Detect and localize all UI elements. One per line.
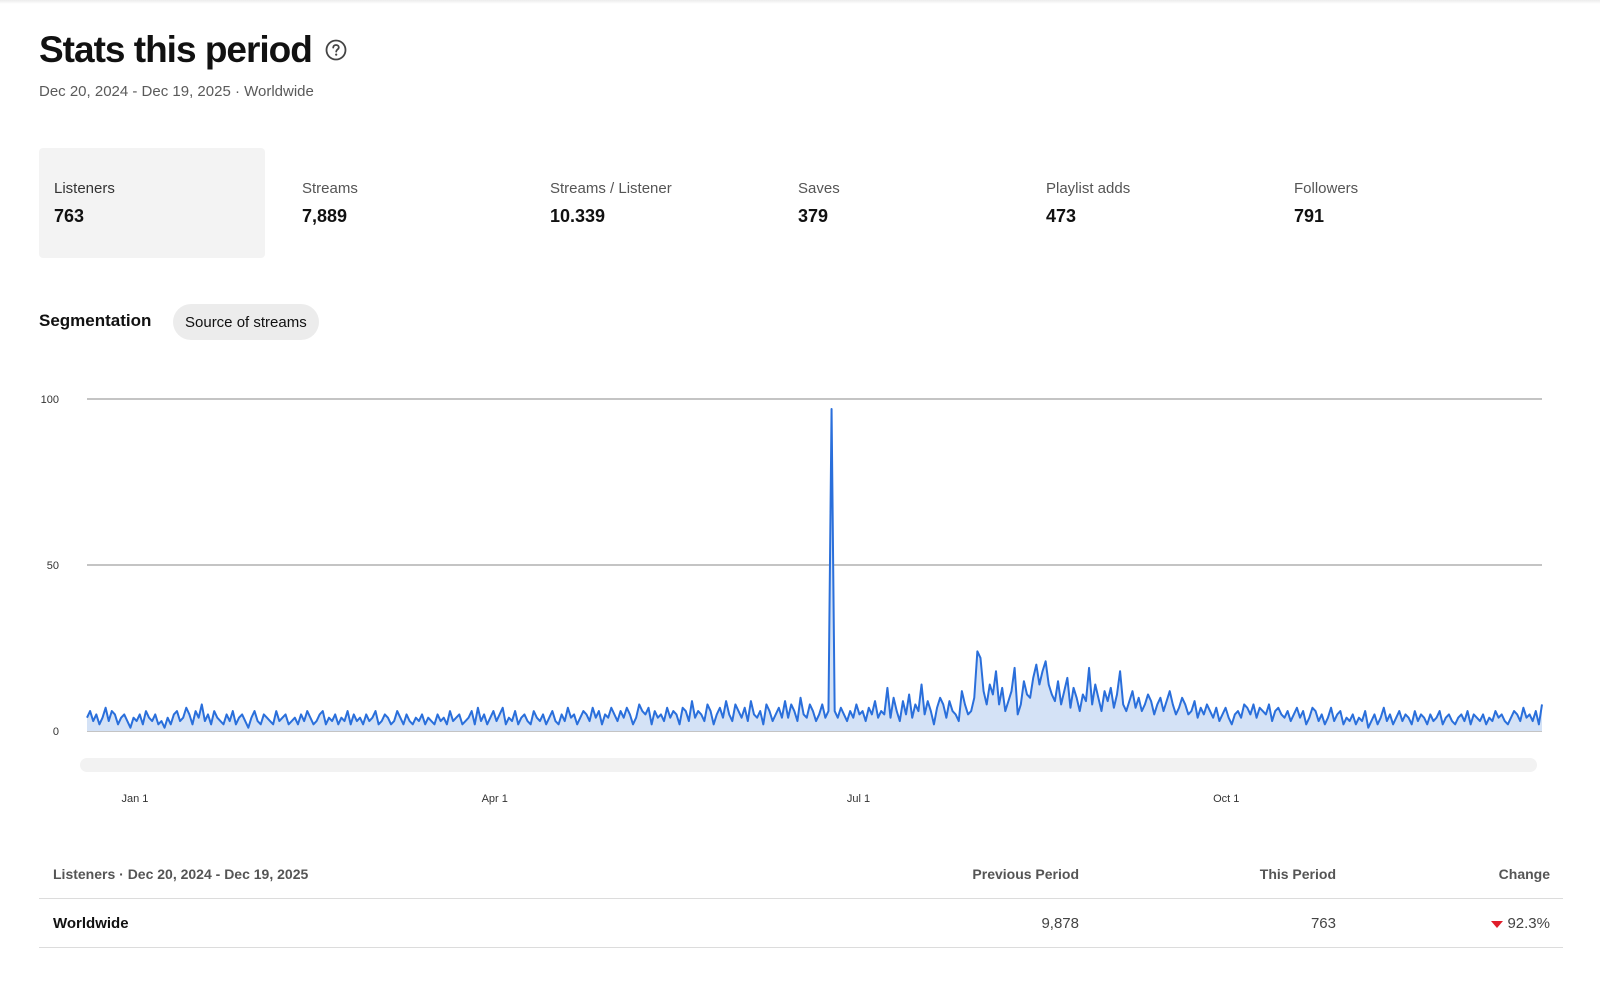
decline-arrow-icon bbox=[1491, 920, 1504, 928]
stat-card-saves[interactable]: Saves 379 bbox=[783, 148, 1009, 258]
stat-label: Streams bbox=[302, 180, 358, 197]
y-tick-label: 0 bbox=[53, 726, 59, 738]
segmentation-label: Segmentation bbox=[39, 311, 152, 330]
change-value: 92.3% bbox=[1507, 915, 1550, 932]
table-cell-previous: 9,878 bbox=[1041, 915, 1079, 932]
top-shadow bbox=[0, 0, 1600, 4]
stat-card-streams[interactable]: Streams 7,889 bbox=[287, 148, 513, 258]
table-header-change: Change bbox=[1498, 866, 1550, 882]
table-header-previous-period: Previous Period bbox=[972, 866, 1079, 882]
x-tick-label: Oct 1 bbox=[1213, 793, 1239, 805]
table-cell-change: 92.3% bbox=[1491, 915, 1550, 932]
stat-label: Saves bbox=[798, 180, 840, 197]
x-tick-label: Apr 1 bbox=[482, 793, 508, 805]
table-divider bbox=[39, 898, 1563, 899]
stat-card-listeners[interactable]: Listeners 763 bbox=[39, 148, 265, 258]
stat-value: 379 bbox=[798, 206, 829, 226]
stat-value: 7,889 bbox=[302, 206, 348, 226]
table-bottom-divider bbox=[39, 947, 1563, 948]
stat-label: Listeners bbox=[54, 180, 115, 197]
stat-card-streams-per-listener[interactable]: Streams / Listener 10.339 bbox=[535, 148, 761, 258]
stat-label: Streams / Listener bbox=[550, 180, 672, 197]
y-tick-label: 100 bbox=[41, 394, 59, 406]
stat-value: 791 bbox=[1294, 206, 1325, 226]
stat-value: 763 bbox=[54, 206, 85, 226]
stat-label: Playlist adds bbox=[1046, 180, 1131, 197]
x-tick-label: Jul 1 bbox=[847, 793, 870, 805]
stat-card-playlist-adds[interactable]: Playlist adds 473 bbox=[1031, 148, 1257, 258]
table-header-metric: Listeners · Dec 20, 2024 - Dec 19, 2025 bbox=[53, 866, 309, 882]
listeners-chart: 0 50 100 Jan 1 Apr 1 Jul 1 Oct 1 bbox=[41, 394, 1543, 805]
stat-card-followers[interactable]: Followers 791 bbox=[1279, 148, 1505, 258]
chart-scrollbar-track bbox=[80, 758, 1537, 772]
date-range-subtitle: Dec 20, 2024 - Dec 19, 2025 · Worldwide bbox=[39, 83, 314, 100]
y-tick-label: 50 bbox=[47, 560, 59, 572]
page-title: Stats this period bbox=[39, 29, 313, 70]
question-circle-icon[interactable] bbox=[325, 39, 347, 61]
stat-label: Followers bbox=[1294, 180, 1359, 197]
stat-value: 473 bbox=[1046, 206, 1077, 226]
table-row-region: Worldwide bbox=[53, 915, 129, 932]
table-header-this-period: This Period bbox=[1259, 866, 1336, 882]
series-line bbox=[86, 407, 1543, 729]
stat-value: 10.339 bbox=[550, 206, 606, 226]
source-of-streams-button[interactable]: Source of streams bbox=[173, 304, 319, 340]
series-area bbox=[87, 408, 1542, 731]
x-tick-label: Jan 1 bbox=[122, 793, 149, 805]
table-cell-this: 763 bbox=[1310, 915, 1336, 932]
